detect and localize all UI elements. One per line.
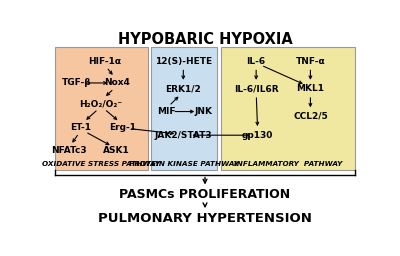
Text: MIF: MIF <box>157 107 176 116</box>
Text: NFATc3: NFATc3 <box>51 146 86 155</box>
Text: TNF-α: TNF-α <box>296 57 325 66</box>
Text: H₂O₂/O₂⁻: H₂O₂/O₂⁻ <box>80 99 123 108</box>
Text: PASMCs PROLIFERATION: PASMCs PROLIFERATION <box>120 188 290 201</box>
FancyBboxPatch shape <box>151 47 218 170</box>
Text: ASK1: ASK1 <box>103 146 130 155</box>
Text: PULMONARY HYPERTENSION: PULMONARY HYPERTENSION <box>98 212 312 225</box>
Text: JAK2/STAT3: JAK2/STAT3 <box>154 131 212 140</box>
Text: 12(S)-HETE: 12(S)-HETE <box>155 57 212 66</box>
Text: OXIDATIVE STRESS PATHWAY: OXIDATIVE STRESS PATHWAY <box>42 161 160 167</box>
Text: Erg-1: Erg-1 <box>109 123 136 132</box>
Text: TGF-β: TGF-β <box>62 78 91 88</box>
Text: IL-6: IL-6 <box>246 57 266 66</box>
FancyBboxPatch shape <box>55 47 148 170</box>
Text: gp130: gp130 <box>242 131 273 140</box>
Text: ET-1: ET-1 <box>70 123 92 132</box>
FancyBboxPatch shape <box>220 47 355 170</box>
Text: CCL2/5: CCL2/5 <box>293 112 328 121</box>
Text: IL-6/IL6R: IL-6/IL6R <box>234 84 278 93</box>
Text: INFLAMMATORY  PATHWAY: INFLAMMATORY PATHWAY <box>234 161 342 167</box>
Text: JNK: JNK <box>194 107 212 116</box>
Text: ERK1/2: ERK1/2 <box>166 84 201 93</box>
Text: MKL1: MKL1 <box>296 84 324 93</box>
Text: HIF-1α: HIF-1α <box>88 57 121 66</box>
Text: HYPOBARIC HYPOXIA: HYPOBARIC HYPOXIA <box>118 32 292 47</box>
Text: Nox4: Nox4 <box>104 78 130 88</box>
Text: PROTEIN KINASE PATHWAY: PROTEIN KINASE PATHWAY <box>129 161 239 167</box>
